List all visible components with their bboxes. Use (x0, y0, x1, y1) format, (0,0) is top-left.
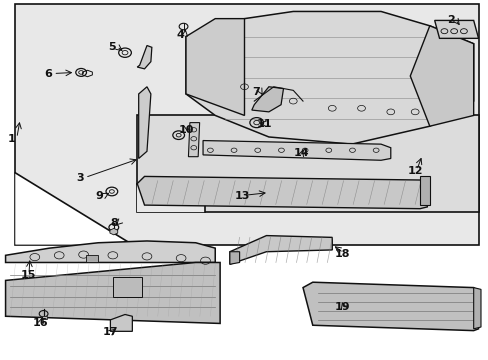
Polygon shape (5, 241, 215, 262)
Text: 15: 15 (20, 270, 36, 280)
Text: 3: 3 (76, 173, 84, 183)
Text: 6: 6 (44, 69, 52, 79)
Bar (137, 116, 478, 212)
Polygon shape (303, 282, 478, 330)
Text: 5: 5 (108, 42, 115, 52)
Polygon shape (185, 19, 244, 116)
Polygon shape (137, 184, 205, 212)
Polygon shape (139, 87, 151, 158)
Text: 7: 7 (251, 87, 259, 97)
Polygon shape (110, 228, 118, 235)
Polygon shape (188, 123, 199, 157)
Bar (41, 316, 46, 319)
Polygon shape (251, 87, 283, 112)
Text: 2: 2 (446, 15, 454, 26)
Text: 8: 8 (110, 218, 118, 228)
Text: 19: 19 (334, 302, 349, 312)
Polygon shape (434, 21, 478, 39)
Polygon shape (137, 176, 427, 209)
Polygon shape (185, 12, 473, 144)
Text: 14: 14 (293, 148, 308, 158)
Text: 4: 4 (176, 30, 184, 40)
Text: 18: 18 (334, 248, 349, 258)
Polygon shape (229, 252, 239, 264)
Polygon shape (473, 288, 480, 329)
Text: 1: 1 (8, 134, 16, 144)
Text: 16: 16 (32, 319, 48, 328)
Polygon shape (229, 235, 331, 264)
Polygon shape (5, 262, 220, 323)
Polygon shape (203, 140, 390, 160)
Text: 17: 17 (103, 327, 119, 337)
Bar (15, 4, 478, 244)
Polygon shape (137, 45, 152, 69)
Text: 12: 12 (407, 166, 423, 176)
Bar (113, 277, 142, 297)
Text: 13: 13 (234, 191, 249, 201)
Text: 11: 11 (256, 120, 272, 129)
Text: 9: 9 (96, 191, 103, 201)
Text: 10: 10 (178, 125, 194, 135)
Polygon shape (419, 176, 429, 205)
Polygon shape (409, 26, 473, 126)
Bar (86, 255, 98, 262)
Polygon shape (15, 173, 132, 244)
Polygon shape (110, 315, 132, 331)
